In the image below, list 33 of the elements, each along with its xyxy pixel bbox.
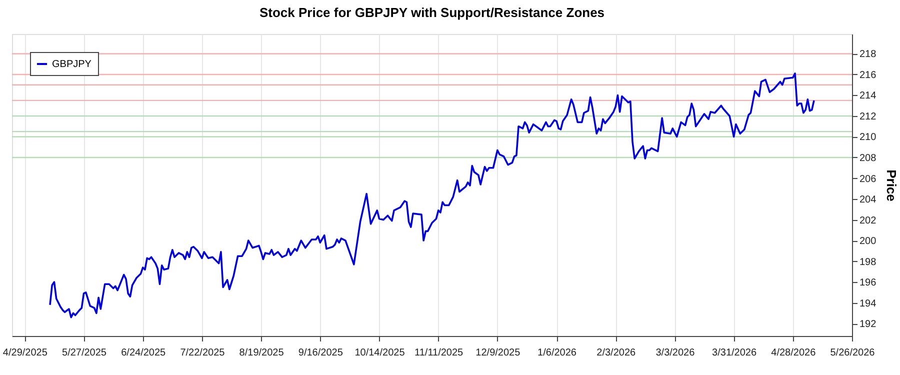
x-tick-label: 1/6/2026 bbox=[538, 348, 577, 358]
x-tick-label: 11/11/2025 bbox=[414, 348, 464, 358]
y-tick-label: 210 bbox=[860, 132, 877, 144]
y-axis-title: Price bbox=[884, 170, 900, 202]
y-tick-label: 216 bbox=[860, 70, 877, 81]
y-tick-label: 208 bbox=[860, 153, 877, 164]
y-tick-label: 212 bbox=[860, 111, 877, 122]
y-tick-label: 196 bbox=[860, 278, 877, 289]
x-tick-label: 7/22/2025 bbox=[180, 348, 226, 358]
y-tick-label: 202 bbox=[860, 215, 877, 226]
chart-title: Stock Price for GBPJPY with Support/Resistance Zones bbox=[259, 5, 605, 20]
y-tick-label: 214 bbox=[860, 90, 877, 102]
x-tick-label: 4/29/2025 bbox=[2, 348, 48, 358]
y-tick-label: 198 bbox=[860, 256, 877, 268]
y-tick-label: 218 bbox=[860, 49, 877, 60]
y-tick-label: 204 bbox=[860, 194, 877, 206]
x-tick-label: 2/3/2026 bbox=[596, 348, 636, 358]
y-tick-label: 200 bbox=[860, 236, 877, 248]
x-tick-label: 3/3/2026 bbox=[656, 348, 696, 358]
y-tick-label: 194 bbox=[860, 298, 877, 310]
x-tick-label: 9/16/2025 bbox=[298, 348, 344, 358]
line-series bbox=[49, 72, 815, 318]
y-tick-label: 192 bbox=[860, 319, 877, 330]
x-tick-label: 12/9/2025 bbox=[476, 348, 521, 358]
legend-label: GBPJPY bbox=[52, 59, 92, 70]
y-tick-label: 206 bbox=[860, 174, 877, 185]
x-tick-label: 10/14/2025 bbox=[354, 348, 406, 358]
x-tick-label: 4/28/2026 bbox=[771, 348, 816, 358]
x-tick-label: 3/31/2026 bbox=[712, 348, 757, 358]
x-tick-label: 8/19/2025 bbox=[239, 348, 284, 358]
x-tick-label: 5/27/2025 bbox=[62, 348, 107, 358]
x-tick-label: 6/24/2025 bbox=[121, 348, 166, 358]
x-tick-label: 5/26/2026 bbox=[830, 348, 876, 358]
